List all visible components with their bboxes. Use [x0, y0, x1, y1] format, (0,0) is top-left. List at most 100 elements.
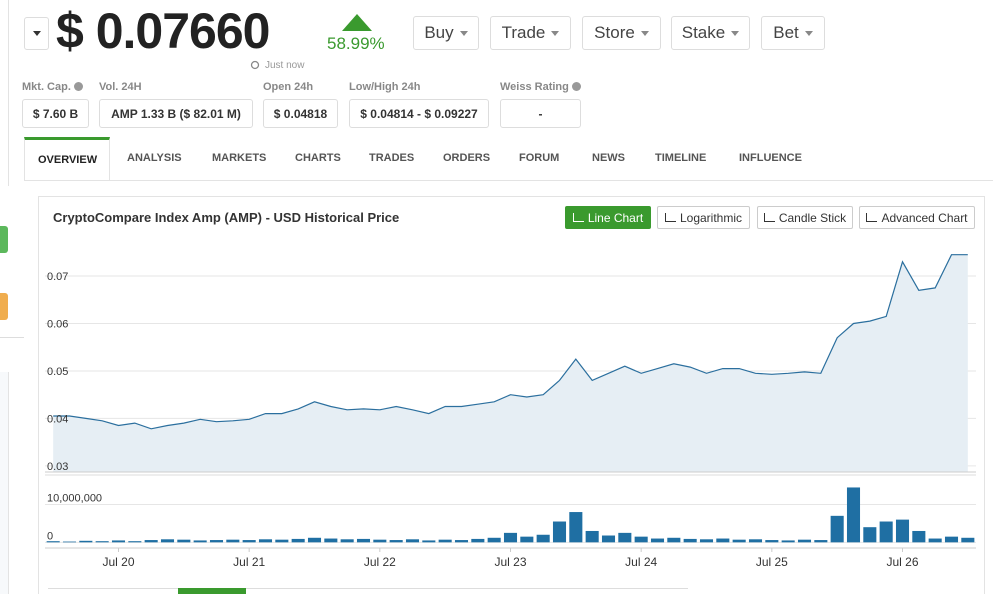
chart-button[interactable]: Line Chart [565, 206, 651, 229]
chart-button-label: Line Chart [587, 210, 644, 225]
volume-bar [405, 539, 420, 543]
tab[interactable]: FORUM [519, 152, 560, 164]
volume-bar [781, 540, 795, 543]
info-icon [571, 82, 581, 91]
volume-bar [503, 532, 518, 543]
tab[interactable]: CHARTS [295, 152, 341, 164]
volume-bar [275, 539, 289, 543]
stat-value: $ 0.04814 - $ 0.09227 [349, 99, 489, 128]
chart-title: CryptoCompare Index Amp (AMP) - USD Hist… [53, 210, 400, 225]
volume-bar [732, 539, 746, 543]
volume-bar [618, 532, 632, 543]
chart-button-label: Advanced Chart [881, 210, 968, 225]
menu-label: Stake [681, 23, 726, 42]
menu-button[interactable]: Bet [761, 16, 825, 50]
menu-label: Store [594, 23, 635, 42]
button-icon [664, 213, 676, 222]
volume-bar [928, 538, 942, 543]
button-icon [572, 213, 584, 222]
volume-bar [62, 541, 77, 543]
x-tick-label: Jul 21 [233, 555, 265, 569]
menu-button[interactable]: Buy [413, 16, 479, 50]
caret [459, 30, 468, 36]
tab[interactable]: ORDERS [443, 152, 491, 164]
volume-bar [95, 541, 109, 543]
chart-button[interactable]: Advanced Chart [859, 206, 975, 229]
stat-value: $ 0.04818 [263, 99, 338, 128]
volume-bar [258, 539, 273, 543]
y-tick-label: 0.04 [47, 413, 68, 425]
stat-value: - [500, 99, 581, 128]
tab[interactable]: TRADES [369, 152, 415, 164]
sidebar-orange [0, 293, 8, 320]
volume-bar [716, 538, 730, 543]
tab[interactable]: OVERVIEW [38, 154, 98, 166]
tab[interactable]: TIMELINE [655, 152, 707, 164]
volume-bar [765, 540, 779, 543]
x-tick-label: Jul 20 [102, 555, 134, 569]
menu-label: Bet [773, 23, 799, 42]
stat-label: Open 24h [263, 81, 313, 93]
stat-label-text: Low/High 24h [349, 81, 421, 93]
volume-bar [356, 538, 371, 543]
volume-bar [324, 538, 338, 543]
tab[interactable]: INFLUENCE [739, 152, 802, 164]
volume-bar [291, 538, 305, 543]
volume-bar [193, 540, 207, 543]
stat-label: Weiss Rating [500, 81, 581, 93]
volume-bar [307, 537, 322, 543]
tab-baseline [24, 180, 993, 181]
coin-dropdown[interactable] [24, 17, 49, 50]
volume-bar [487, 537, 501, 543]
caret [640, 30, 649, 36]
menu-button[interactable]: Store [582, 16, 661, 50]
stat-label: Low/High 24h [349, 81, 421, 93]
stat-value: $ 7.60 B [22, 99, 89, 128]
volume-bar [520, 536, 534, 543]
chart: 0.03 0.04 0.05 0.06 0.07 0 10,000,000 Jul 20 Jul… [45, 240, 976, 569]
price-line [53, 254, 968, 430]
menu-button[interactable]: Stake [671, 16, 750, 50]
volume-bar [585, 530, 599, 543]
volume-bar [830, 515, 844, 543]
volume-bar [912, 530, 926, 543]
tab[interactable]: ANALYSIS [127, 152, 182, 164]
stat-label-text: Weiss Rating [500, 81, 569, 93]
volume-bar [471, 538, 485, 543]
menu-button[interactable]: Trade [490, 16, 571, 50]
stat-label: Vol. 24H [99, 81, 142, 93]
volume-bar [79, 540, 93, 543]
sidebar-panel [0, 372, 9, 594]
chart-button-label: Candle Stick [778, 210, 847, 225]
y-tick-label: 0.05 [47, 366, 68, 378]
x-tick-label: Jul 24 [625, 555, 657, 569]
volume-bar [601, 535, 616, 543]
stat-label-text: Vol. 24H [99, 81, 142, 93]
volume-bar [748, 539, 763, 543]
price-area [53, 254, 968, 472]
volume-bar [242, 540, 256, 543]
caret [551, 30, 560, 36]
volume-bar [422, 540, 436, 543]
chart-button[interactable]: Candle Stick [757, 206, 853, 229]
volume-bar [552, 521, 567, 543]
volume-bar [863, 527, 877, 543]
sidebar-edge [0, 0, 9, 186]
x-tick-label: Jul 23 [494, 555, 526, 569]
chart-button[interactable]: Logarithmic [657, 206, 750, 229]
volume-bar [111, 540, 126, 543]
button-icon [763, 213, 775, 222]
volume-bar [569, 512, 583, 543]
volume-bar [340, 539, 354, 543]
up-triangle [342, 14, 372, 31]
x-tick-label: Jul 25 [756, 555, 788, 569]
x-tick-label: Jul 26 [886, 555, 918, 569]
price-change: 58.99% [327, 34, 385, 53]
tab[interactable]: NEWS [592, 152, 625, 164]
sidebar-line [0, 337, 24, 338]
volume-bar [879, 521, 893, 543]
tab[interactable]: MARKETS [212, 152, 267, 164]
caret [731, 30, 740, 36]
volume-bar [160, 539, 175, 543]
